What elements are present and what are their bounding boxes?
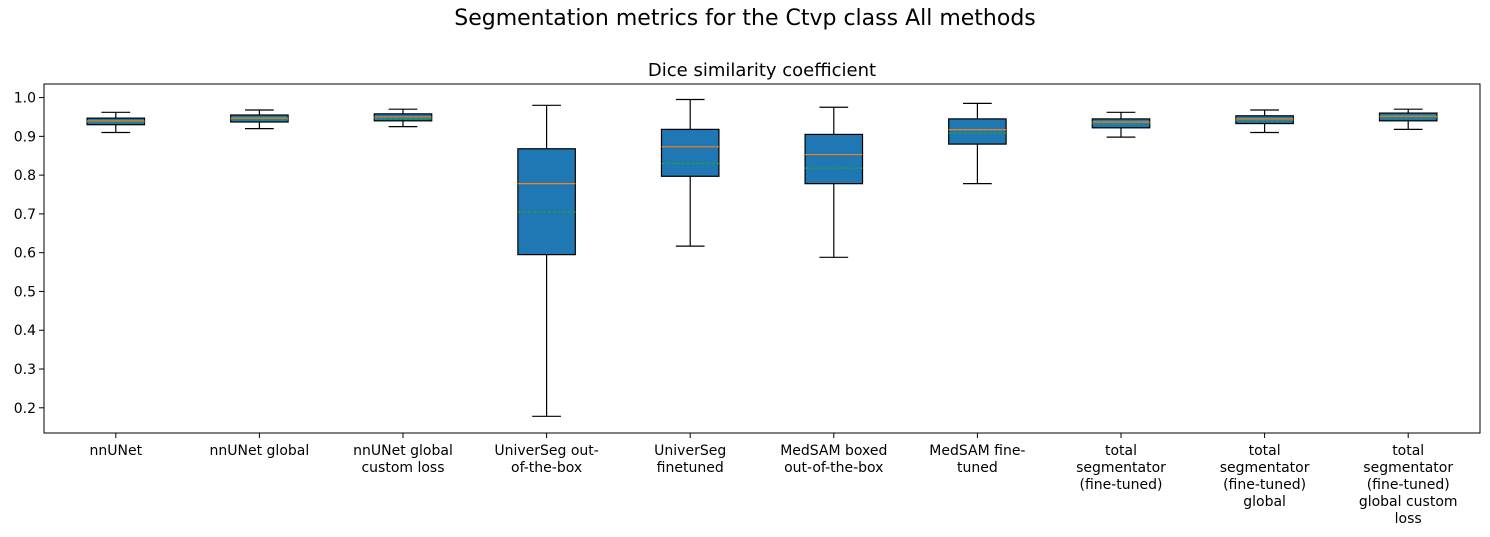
x-tick-label-line: nnUNet global [353, 443, 453, 459]
y-tick-label: 0.3 [14, 362, 36, 378]
y-tick-label: 0.4 [14, 323, 36, 339]
box [660, 128, 720, 177]
x-tick-label-line: UniverSeg [654, 443, 726, 459]
x-tick-label-line: UniverSeg out- [494, 443, 598, 459]
x-tick-label-line: nnUNet [90, 443, 143, 459]
y-tick-label: 0.5 [14, 284, 36, 300]
x-tick-label: nnUNet [90, 443, 143, 459]
x-tick-label-line: global [1243, 494, 1286, 510]
y-tick-label: 0.6 [14, 246, 36, 262]
y-tick-label: 0.9 [14, 129, 36, 145]
x-tick-label: total segmentator (fine-tuned) [1076, 443, 1166, 493]
x-tick-label: MedSAM fine-tuned [929, 443, 1025, 476]
x-tick-label-line: nnUNet global [210, 443, 310, 459]
x-tick-label: total segmentator (fine-tuned) global custo… [1359, 443, 1458, 527]
x-tick-label-line: MedSAM fine- [929, 443, 1025, 459]
x-tick-label-line: segmentator [1363, 460, 1453, 476]
x-tick-label-line: segmentator [1076, 460, 1166, 476]
x-tick-label: nnUNet global custom loss [353, 443, 453, 476]
x-tick-label-line: total [1249, 443, 1281, 459]
x-tick-label-line: segmentator [1220, 460, 1310, 476]
x-tick-label-line: (fine-tuned) [1223, 477, 1306, 493]
x-tick-label: nnUNet global [210, 443, 310, 459]
x-tick-label-line: loss [1395, 511, 1422, 527]
axes-title: Dice similarity coefficient [648, 60, 876, 81]
x-tick-label: MedSAM boxed out-of-the-box [780, 443, 887, 476]
x-tick-label-line: custom loss [361, 460, 444, 476]
axes-frame [43, 83, 1481, 434]
x-tick-label-line: out-of-the-box [784, 460, 883, 476]
box [948, 118, 1007, 145]
x-tick-label-line: finetuned [657, 460, 724, 476]
x-tick-label-line: (fine-tuned) [1079, 477, 1162, 493]
x-tick-label-line: total [1105, 443, 1137, 459]
x-tick-label: total segmentator (fine-tuned) global [1220, 443, 1310, 510]
x-tick-label: UniverSeg finetuned [654, 443, 726, 476]
plot-area: 0.2 0.3 0.4 0.5 0.6 0.7 0.8 0.9 1.0 nnUNet nnUNet … [14, 91, 1458, 527]
x-tick-label-line: total [1392, 443, 1424, 459]
y-tick-label: 0.7 [14, 207, 36, 223]
x-tick-label: UniverSeg out-of-the-box [494, 443, 598, 476]
box [804, 133, 864, 185]
x-tick-label-line: global custom [1359, 494, 1458, 510]
y-tick-label: 1.0 [14, 91, 36, 107]
box [1378, 112, 1438, 122]
box [1091, 118, 1151, 129]
box [1235, 115, 1294, 125]
y-tick-label: 0.2 [14, 401, 36, 417]
x-tick-label-line: MedSAM boxed [780, 443, 887, 459]
x-tick-label-line: tuned [957, 460, 998, 476]
y-tick-label: 0.8 [14, 168, 36, 184]
box [517, 148, 576, 256]
x-tick-label-line: (fine-tuned) [1367, 477, 1450, 493]
x-tick-label-line: of-the-box [511, 460, 582, 476]
figure-title: Segmentation metrics for the Ctvp class … [454, 6, 1036, 31]
